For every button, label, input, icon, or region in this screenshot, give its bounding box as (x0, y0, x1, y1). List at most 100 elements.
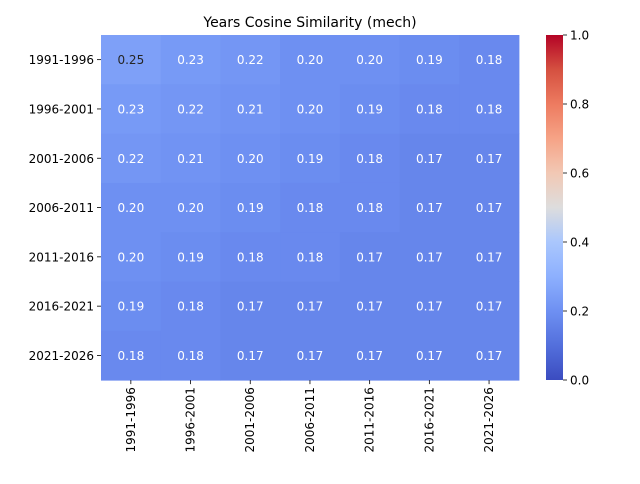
heatmap-cell (160, 133, 221, 184)
heatmap-cell (160, 281, 221, 332)
cell-value-label: 0.20 (297, 102, 324, 116)
cell-value-label: 0.17 (476, 201, 503, 215)
cell-value-label: 0.17 (356, 250, 383, 264)
heatmap-cell (160, 232, 221, 282)
heatmap-cells: 0.25 0.23 0.22 0.20 0.20 0.19 0.18 0.23 0.22 0.21… (101, 35, 520, 381)
cell-value-label: 0.22 (117, 152, 144, 166)
cell-value-label: 0.17 (416, 250, 443, 264)
heatmap-cell (280, 232, 341, 282)
heatmap-cell (101, 133, 162, 184)
heatmap-cell (339, 35, 400, 85)
cell-value-label: 0.25 (117, 53, 144, 67)
cell-value-label: 0.19 (177, 250, 204, 264)
cell-value-label: 0.23 (177, 53, 204, 67)
heatmap-cell (459, 330, 520, 381)
colorbar-tick-label: 1.0 (570, 29, 589, 43)
row-tick-label: 2006-2011 (29, 201, 94, 215)
colorbar-tick-label: 0.0 (570, 374, 589, 388)
heatmap-cell (339, 84, 400, 135)
cell-value-label: 0.18 (356, 201, 383, 215)
cell-value-label: 0.20 (237, 152, 264, 166)
cell-value-label: 0.20 (117, 250, 144, 264)
heatmap-cell (101, 232, 162, 282)
cell-value-label: 0.20 (297, 53, 324, 67)
heatmap-cell (220, 281, 281, 332)
heatmap-cell (459, 232, 520, 282)
cell-value-label: 0.22 (177, 102, 204, 116)
heatmap-cell (459, 84, 520, 135)
cell-value-label: 0.17 (416, 349, 443, 363)
heatmap-cell (160, 35, 221, 85)
heatmap-cell (339, 281, 400, 332)
column-tick-labels: 1991-1996 1996-2001 2001-2006 2006-2011 2011… (124, 380, 496, 453)
cell-value-label: 0.17 (476, 300, 503, 314)
cell-value-label: 0.17 (476, 250, 503, 264)
heatmap-cell (399, 232, 460, 282)
cell-value-label: 0.17 (297, 349, 324, 363)
heatmap-cell (459, 133, 520, 184)
heatmap-cell (339, 182, 400, 233)
cell-value-label: 0.18 (237, 250, 264, 264)
row-tick-label: 2016-2021 (29, 300, 94, 314)
cell-value-label: 0.18 (476, 53, 503, 67)
row-tick-label: 2021-2026 (29, 349, 94, 363)
heatmap-cell (339, 232, 400, 282)
heatmap-cell (399, 133, 460, 184)
heatmap-cell (160, 330, 221, 381)
heatmap-cell (399, 330, 460, 381)
colorbar-tick-label: 0.4 (570, 236, 589, 250)
cell-value-label: 0.21 (177, 152, 204, 166)
cell-value-label: 0.22 (237, 53, 264, 67)
heatmap-cell (220, 84, 281, 135)
heatmap-cell (459, 281, 520, 332)
heatmap-cell (220, 232, 281, 282)
colorbar-gradient-bar (546, 35, 563, 380)
heatmap-cell (280, 84, 341, 135)
cell-value-label: 0.19 (416, 53, 443, 67)
heatmap-cell (280, 133, 341, 184)
cell-value-label: 0.19 (297, 152, 324, 166)
heatmap-cell (220, 133, 281, 184)
cell-value-label: 0.17 (237, 349, 264, 363)
cell-value-label: 0.17 (476, 349, 503, 363)
heatmap-cell (399, 35, 460, 85)
chart-title: Years Cosine Similarity (mech) (202, 15, 416, 31)
heatmap-cell (160, 84, 221, 135)
colorbar: 0.0 0.2 0.4 0.6 0.8 1.0 (546, 29, 589, 388)
heatmap-cell (101, 330, 162, 381)
row-tick-label: 2001-2006 (29, 152, 94, 166)
heatmap-cell (280, 182, 341, 233)
heatmap-cell (160, 182, 221, 233)
cell-value-label: 0.18 (297, 201, 324, 215)
cell-value-label: 0.17 (297, 300, 324, 314)
cell-value-label: 0.18 (356, 152, 383, 166)
cell-value-label: 0.17 (416, 152, 443, 166)
cell-value-label: 0.18 (177, 300, 204, 314)
heatmap-cell (399, 281, 460, 332)
cell-value-label: 0.18 (416, 102, 443, 116)
heatmap-cell (280, 281, 341, 332)
heatmap-cell (220, 182, 281, 233)
cell-value-label: 0.18 (117, 349, 144, 363)
cell-value-label: 0.17 (476, 152, 503, 166)
heatmap-cell (220, 330, 281, 381)
heatmap-cell (220, 35, 281, 85)
cell-value-label: 0.17 (416, 300, 443, 314)
heatmap-cell (101, 281, 162, 332)
cell-value-label: 0.21 (237, 102, 264, 116)
heatmap-cell (399, 182, 460, 233)
column-tick-label: 2001-2006 (243, 387, 257, 452)
cell-value-label: 0.20 (356, 53, 383, 67)
column-tick-label: 2016-2021 (422, 387, 436, 452)
colorbar-tick-label: 0.6 (570, 167, 589, 181)
cell-value-label: 0.18 (297, 250, 324, 264)
column-tick-label: 1991-1996 (124, 387, 138, 452)
cell-value-label: 0.23 (117, 102, 144, 116)
heatmap-cell (339, 133, 400, 184)
cell-value-label: 0.17 (416, 201, 443, 215)
cell-value-label: 0.17 (356, 300, 383, 314)
row-tick-labels: 1991-1996 1996-2001 2001-2006 2006-2011 2011… (29, 53, 101, 363)
row-tick-label: 1991-1996 (29, 53, 94, 67)
